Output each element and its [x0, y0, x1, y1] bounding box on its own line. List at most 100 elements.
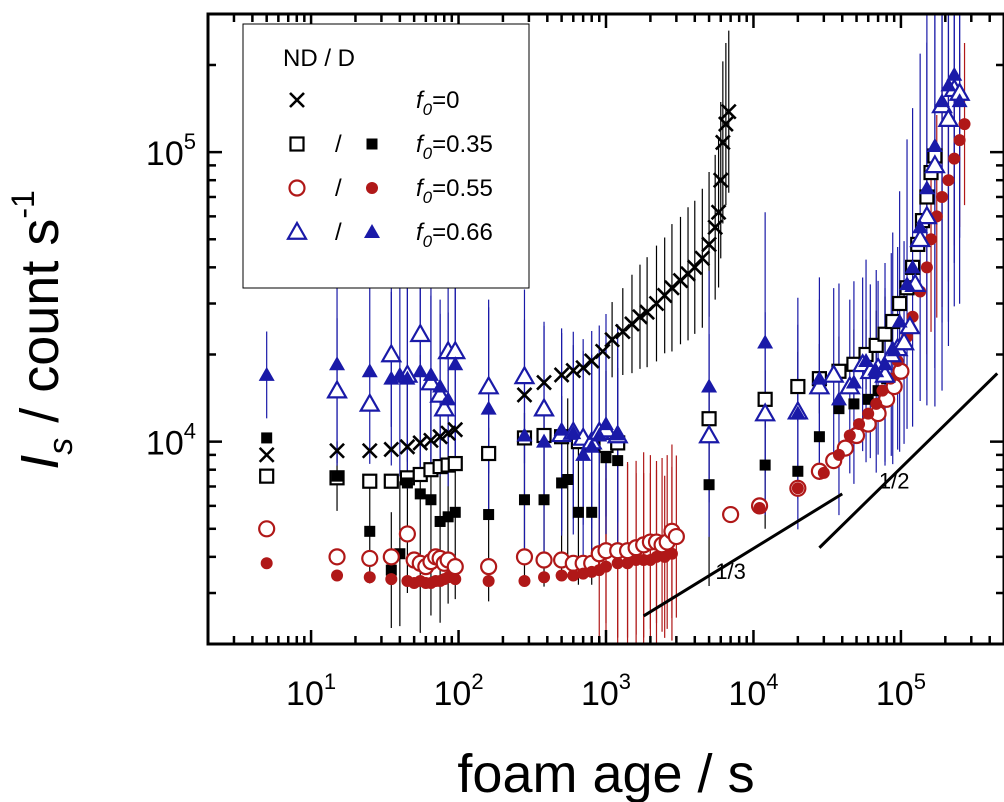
- data-point-f055_nd: [328, 548, 346, 566]
- data-point-f055_d: [538, 571, 551, 584]
- tick-labels: 101 102 103 104 105 104 105: [146, 129, 926, 713]
- data-point-f066_nd: [420, 371, 442, 391]
- data-point-f066_d: [361, 363, 378, 378]
- data-point-f0_nd: [701, 236, 717, 253]
- data-point-f035_nd: [362, 473, 378, 489]
- data-point-f066_d: [598, 416, 614, 431]
- y-axis-title-sup: -1: [5, 190, 41, 218]
- data-point-f035_d: [364, 525, 376, 537]
- data-point-f055_d: [567, 569, 580, 582]
- data-point-f055_nd: [722, 505, 740, 524]
- data-point-f0_nd: [432, 428, 449, 445]
- data-point-f035_nd: [259, 468, 275, 484]
- data-point-f055_d: [363, 571, 376, 584]
- data-point-f035_nd: [481, 445, 497, 462]
- data-point-f066_nd: [924, 154, 946, 174]
- data-point-f055_d: [942, 174, 955, 187]
- x-axis-title: foam age / s: [457, 744, 754, 802]
- data-point-f055_d: [936, 190, 949, 203]
- data-point-f066_d: [940, 77, 957, 92]
- data-point-f055_d: [876, 384, 889, 397]
- data-point-f035_d: [538, 494, 550, 506]
- data-point-f066_nd: [822, 363, 845, 383]
- data-point-f055_d: [817, 466, 830, 479]
- data-point-f0_nd: [707, 219, 724, 236]
- data-point-f055_d: [953, 134, 966, 147]
- data-point-f035_nd: [868, 337, 884, 353]
- data-point-f035_d: [483, 509, 495, 521]
- data-point-f066_d: [912, 219, 929, 234]
- data-point-f035_d: [261, 432, 273, 444]
- data-point-f066_nd: [915, 205, 938, 225]
- data-point-f066_d: [701, 378, 718, 393]
- data-point-f066_d: [899, 276, 916, 291]
- data-point-f066_d: [565, 425, 582, 440]
- data-point-f066_d: [951, 93, 968, 108]
- data-point-f035_d: [414, 488, 426, 500]
- data-point-f066_d: [553, 421, 570, 436]
- data-point-f035_d: [442, 511, 454, 523]
- data-point-f055_d: [862, 407, 875, 420]
- data-points: [258, 66, 971, 589]
- data-point-f066_d: [946, 66, 963, 81]
- legend-separator: /: [335, 175, 342, 202]
- data-point-f066_nd: [513, 365, 536, 385]
- data-point-f066_nd: [909, 228, 932, 248]
- data-point-f055_d: [843, 429, 856, 442]
- data-point-f066_d: [858, 352, 875, 367]
- data-point-f066_d: [877, 356, 894, 371]
- data-point-f055_d: [791, 482, 804, 495]
- data-point-f0_nd: [516, 387, 533, 403]
- data-point-f055_nd: [361, 549, 379, 568]
- data-point-f066_nd: [698, 424, 720, 444]
- data-point-f066_nd: [433, 397, 456, 417]
- data-point-f055_d: [385, 573, 398, 586]
- data-point-f066_d: [258, 366, 275, 381]
- data-point-f066_d: [447, 356, 464, 371]
- legend-marker-f0_nd: [289, 92, 305, 108]
- data-point-f035_d: [401, 477, 413, 489]
- data-point-f055_d: [665, 547, 678, 560]
- data-point-f055_nd: [480, 558, 498, 576]
- data-point-f0_nd: [604, 331, 621, 348]
- data-point-f055_d: [449, 573, 462, 586]
- data-point-f0_nd: [717, 116, 734, 132]
- legend-marker-f066_nd: [286, 220, 308, 240]
- legend-header: ND / D: [283, 45, 355, 72]
- data-point-f055_d: [260, 557, 273, 570]
- y-tick-label: 105: [146, 129, 196, 173]
- data-point-f055_nd: [515, 548, 534, 566]
- data-point-f0_nd: [594, 343, 611, 360]
- data-point-f066_nd: [477, 375, 500, 395]
- legend-label: f0=0.35: [416, 131, 493, 163]
- data-point-f035_d: [556, 477, 568, 489]
- slope-lines: 1/3 1/2: [642, 372, 999, 618]
- slope-label: 1/3: [715, 559, 746, 584]
- data-point-f0_nd: [714, 134, 731, 151]
- data-point-f066_nd: [326, 379, 348, 399]
- data-point-f035_d: [759, 459, 771, 471]
- data-point-f055_nd: [667, 527, 685, 546]
- legend-marker-f066_d: [364, 224, 380, 238]
- data-point-f066_nd: [893, 331, 915, 351]
- data-point-f066_d: [868, 363, 885, 378]
- data-point-f055_d: [853, 418, 866, 431]
- legend-label: f0=0.55: [416, 175, 493, 207]
- legend-marker-f055_nd: [288, 179, 306, 197]
- data-point-f066_d: [383, 370, 400, 385]
- data-point-f035_d: [848, 398, 860, 410]
- data-point-f035_d: [862, 393, 874, 405]
- data-point-f035_d: [385, 564, 397, 576]
- data-point-f055_d: [611, 557, 624, 570]
- data-point-f066_d: [432, 378, 449, 393]
- legend-marker-f035_d: [366, 138, 378, 150]
- data-point-f035_nd: [877, 326, 893, 342]
- data-point-f035_d: [792, 465, 804, 477]
- y-axis-title: Is / count s-1: [5, 190, 80, 470]
- data-point-f055_d: [331, 569, 344, 582]
- data-point-f0_nd: [720, 103, 737, 120]
- data-point-f035_nd: [383, 473, 399, 489]
- data-point-f0_nd: [399, 438, 416, 455]
- legend-separator: /: [335, 219, 342, 246]
